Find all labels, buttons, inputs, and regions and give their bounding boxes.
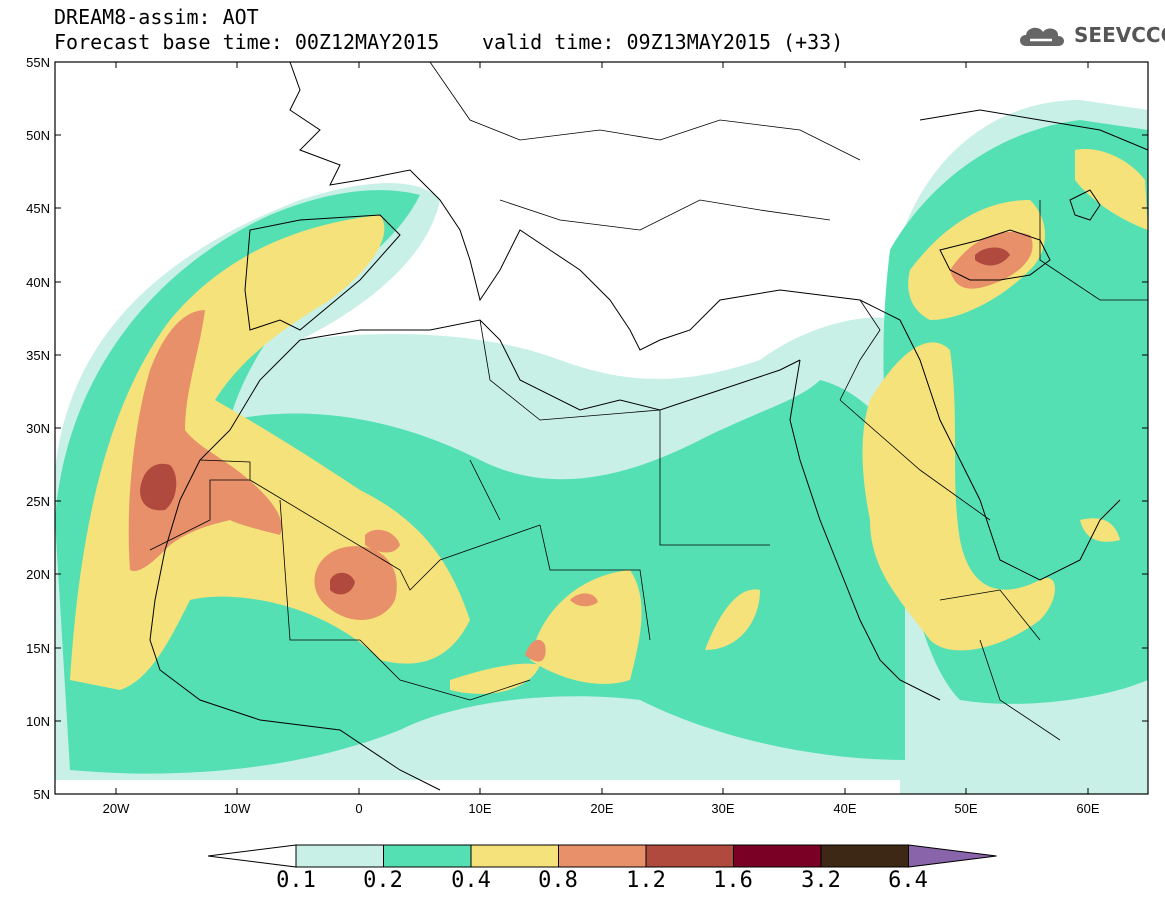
lon-label: 30E xyxy=(711,801,734,816)
map-title: DREAM8-assim: AOT xyxy=(54,5,259,29)
valid-time: valid time: 09Z13MAY2015 (+33) xyxy=(482,30,844,54)
colorbar xyxy=(207,844,997,868)
base-time: Forecast base time: 00Z12MAY2015 xyxy=(54,30,440,54)
lon-label: 40E xyxy=(833,801,856,816)
lon-label: 0 xyxy=(355,801,362,816)
axis-ticks xyxy=(55,61,1148,794)
coastlines xyxy=(149,62,1148,791)
lon-label: 20W xyxy=(103,801,130,816)
logo-text: SEEVCCC xyxy=(1074,23,1165,47)
colorbar-label: 1.6 xyxy=(713,868,753,893)
lat-label: 5N xyxy=(33,787,50,802)
lat-label: 30N xyxy=(26,421,50,436)
colorbar-labels: 0.1 0.2 0.4 0.8 1.2 1.6 3.2 6.4 xyxy=(0,868,1165,898)
lon-label: 50E xyxy=(954,801,977,816)
colorbar-label: 0.8 xyxy=(538,868,578,893)
cloud-icon xyxy=(1020,27,1064,46)
lat-label: 45N xyxy=(26,201,50,216)
lat-label: 15N xyxy=(26,641,50,656)
lon-label: 10E xyxy=(468,801,491,816)
lat-label: 10N xyxy=(26,714,50,729)
lat-label: 35N xyxy=(26,348,50,363)
lat-label: 55N xyxy=(26,55,50,70)
lon-label: 20E xyxy=(590,801,613,816)
colorbar-arrow-high xyxy=(908,844,997,868)
lat-label: 40N xyxy=(26,275,50,290)
seevccc-logo: SEEVCCC xyxy=(1016,22,1165,48)
borders xyxy=(149,62,1148,741)
lat-labels: 55N 50N 45N 40N 35N 30N 25N 20N 15N 10N … xyxy=(26,55,50,802)
lon-label: 10W xyxy=(224,801,251,816)
lat-label: 20N xyxy=(26,567,50,582)
aot-fields xyxy=(55,62,1148,794)
colorbar-label: 6.4 xyxy=(888,868,928,893)
colorbar-swatch xyxy=(645,844,734,868)
colorbar-swatch xyxy=(295,844,384,868)
colorbar-swatch xyxy=(820,844,909,868)
colorbar-label: 1.2 xyxy=(626,868,666,893)
colorbar-label: 0.1 xyxy=(276,868,316,893)
lat-label: 25N xyxy=(26,494,50,509)
lon-labels: 20W 10W 0 10E 20E 30E 40E 50E 60E xyxy=(103,801,1100,816)
aot-band-1-2 xyxy=(140,247,1010,595)
lon-label: 60E xyxy=(1076,801,1099,816)
colorbar-swatch xyxy=(733,844,822,868)
lat-label: 50N xyxy=(26,128,50,143)
colorbar-swatch xyxy=(558,844,647,868)
colorbar-label: 3.2 xyxy=(801,868,841,893)
colorbar-label: 0.4 xyxy=(451,868,491,893)
colorbar-arrow-low xyxy=(207,844,297,868)
colorbar-label: 0.2 xyxy=(363,868,403,893)
colorbar-swatch xyxy=(383,844,472,868)
colorbar-swatch xyxy=(470,844,559,868)
